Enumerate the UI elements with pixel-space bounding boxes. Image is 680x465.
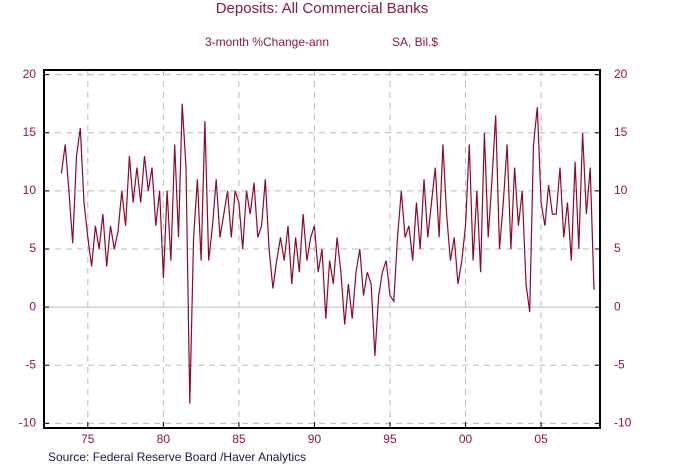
y-tick-label: 0 xyxy=(29,299,36,313)
data-line xyxy=(60,103,595,404)
x-tick-label: 00 xyxy=(459,432,473,446)
y2-tick-label: -10 xyxy=(614,416,632,430)
units-label: SA, Bil.$ xyxy=(392,35,438,49)
chart-subtitle: 3-month %Change-ann xyxy=(205,35,329,49)
x-tick-label: 85 xyxy=(232,432,246,446)
x-tick-label: 90 xyxy=(308,432,322,446)
y2-tick-label: 0 xyxy=(614,299,621,313)
x-tick-label: 95 xyxy=(383,432,397,446)
source-note: Source: Federal Reserve Board /Haver Ana… xyxy=(48,450,306,464)
x-tick-label: 80 xyxy=(157,432,171,446)
y-tick-label: -10 xyxy=(19,416,37,430)
y2-tick-label: 10 xyxy=(614,183,628,197)
x-tick-label: 05 xyxy=(534,432,548,446)
y2-tick-label: 15 xyxy=(614,125,628,139)
y2-tick-label: -5 xyxy=(614,357,625,371)
y2-tick-label: 20 xyxy=(614,67,628,81)
y-tick-label: 10 xyxy=(23,183,37,197)
y-tick-label: -5 xyxy=(25,357,36,371)
x-tick-label: 75 xyxy=(81,432,95,446)
y2-tick-label: 5 xyxy=(614,241,621,255)
y-tick-label: 15 xyxy=(23,125,37,139)
y-tick-label: 5 xyxy=(29,241,36,255)
y-tick-label: 20 xyxy=(23,67,37,81)
chart-title: Deposits: All Commercial Banks xyxy=(216,0,429,17)
plot-frame xyxy=(43,69,601,429)
